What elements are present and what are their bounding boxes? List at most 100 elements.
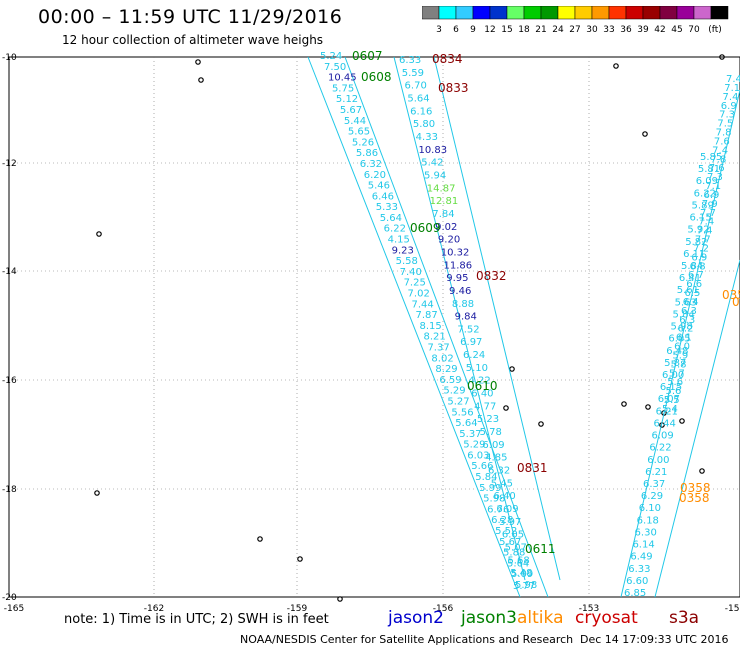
island xyxy=(699,468,705,474)
swh-value: 5.23 xyxy=(477,414,499,425)
swh-value: 7.87 xyxy=(416,310,438,321)
swh-value: 5.29 xyxy=(463,440,485,451)
swh-value: 7.4 xyxy=(697,226,713,237)
swh-value: 6.41 xyxy=(679,273,701,284)
swh-value: 7.52 xyxy=(457,324,479,335)
swh-value: 5.80 xyxy=(413,119,435,130)
swh-value: 6.60 xyxy=(626,576,648,587)
swh-value: 5.59 xyxy=(402,68,424,79)
swh-value: 5.33 xyxy=(376,202,398,213)
swh-value: 6.5 xyxy=(684,288,700,299)
swh-value: 5.68 xyxy=(507,555,529,566)
swh-value: 5.81 xyxy=(698,164,720,175)
swh-value: 5.07 xyxy=(505,543,527,554)
map-subtitle: 12 hour collection of altimeter wave hei… xyxy=(62,33,324,47)
lon-tick-label: -153 xyxy=(579,604,599,614)
swh-value: 7.6 xyxy=(709,163,725,174)
axis-labels: -10 -12 -14 -16 -18 -20-165 -162 -159 -156 -153 -1… xyxy=(2,53,740,614)
swh-value: 6.7 xyxy=(688,270,704,281)
swh-value: 5.99 xyxy=(479,483,501,494)
swh-value: 6.20 xyxy=(364,170,386,181)
scale-label: 9 xyxy=(470,25,476,35)
island xyxy=(621,401,627,407)
swh-value: 6.85 xyxy=(624,588,646,599)
lat-tick-label: -16 xyxy=(2,376,17,386)
swh-value: 8.88 xyxy=(452,299,474,310)
swh-value: 5.26 xyxy=(352,137,374,148)
swh-value: 6.32 xyxy=(360,159,382,170)
island xyxy=(613,63,619,69)
swh-value: 9.20 xyxy=(438,235,460,246)
lat-tick-label: -12 xyxy=(2,159,17,169)
swh-value: 8.21 xyxy=(423,332,445,343)
lat-tick-label: -20 xyxy=(2,593,17,603)
swh-value: 6.28 xyxy=(491,515,513,526)
swh-value: 5.88 xyxy=(503,548,525,559)
swh-value: 5.52 xyxy=(495,526,517,537)
island xyxy=(503,405,509,411)
islands xyxy=(94,54,725,602)
swh-value: 6.05 xyxy=(502,530,524,541)
island xyxy=(679,418,685,424)
lat-tick-label: -14 xyxy=(2,267,17,277)
swh-value: 6.40 xyxy=(494,491,516,502)
pass-time-label: 0609 xyxy=(410,221,441,235)
swh-value: 6.14 xyxy=(632,540,654,551)
pass-time-label: 0607 xyxy=(352,49,383,63)
island xyxy=(645,404,651,410)
map-frame xyxy=(8,56,740,598)
lon-tick-label: -165 xyxy=(4,604,24,614)
swh-value: 6.4 xyxy=(683,297,699,308)
island xyxy=(257,536,263,542)
swh-value: 12.81 xyxy=(430,196,459,207)
pass-time-label: 0833 xyxy=(438,81,469,95)
swh-value: 9.23 xyxy=(392,245,414,256)
swh-value: 6.24 xyxy=(463,350,485,361)
swh-value: 5.10 xyxy=(466,363,488,374)
scale-label: 18 xyxy=(518,25,530,35)
swh-value: 10.83 xyxy=(418,145,447,156)
swh-value: 7.5 xyxy=(717,119,733,130)
swh-value: 5.86 xyxy=(356,148,378,159)
swh-value: 6.00 xyxy=(662,370,684,381)
swh-value: 5.42 xyxy=(421,158,443,169)
swh-value: 5.4 xyxy=(662,404,678,415)
lat-tick-label: -18 xyxy=(2,485,17,495)
swh-value: 6.22 xyxy=(649,443,671,454)
pass-time-label: 0358 xyxy=(679,491,710,505)
satellite-altika: altika xyxy=(517,608,564,628)
swh-value: 6.15 xyxy=(660,382,682,393)
swh-value: 7.50 xyxy=(324,62,346,73)
swh-value: 5.5 xyxy=(664,395,680,406)
swh-value: 5.12 xyxy=(336,94,358,105)
scale-label: 39 xyxy=(637,25,649,35)
swh-value: 6.33 xyxy=(399,55,421,66)
swh-value: 7.25 xyxy=(404,278,426,289)
lon-tick-label: -162 xyxy=(144,604,164,614)
swh-value: 5.92 xyxy=(687,225,709,236)
swh-value: 6.40 xyxy=(471,389,493,400)
swh-value: 6.16 xyxy=(410,106,432,117)
swh-value: 6.09 xyxy=(696,176,718,187)
swh-value: 6.2 xyxy=(678,324,694,335)
pass-time-label: 0834 xyxy=(432,52,463,66)
swh-value: 7.44 xyxy=(412,299,434,310)
swh-value: 6.15 xyxy=(689,213,711,224)
swh-value: 10.45 xyxy=(328,73,357,84)
swh-value: 10.32 xyxy=(441,247,470,258)
swh-value: 6.8 xyxy=(690,261,706,272)
swh-value: 5.6 xyxy=(665,386,681,397)
swh-value: 6.59 xyxy=(439,375,461,386)
island xyxy=(337,596,343,602)
scale-label: 21 xyxy=(535,25,546,35)
swh-value: 7.40 xyxy=(400,267,422,278)
island xyxy=(96,231,102,237)
swh-value: 8.02 xyxy=(431,353,453,364)
swh-value: 6.46 xyxy=(372,191,394,202)
swh-value: 6.76 xyxy=(487,504,509,515)
swh-value: 5.98 xyxy=(670,322,692,333)
swh-value: 6.97 xyxy=(460,337,482,348)
swh-value: 6.09 xyxy=(496,504,518,515)
map-title: 00:00 – 11:59 UTC 11/29/2016 xyxy=(38,6,343,28)
